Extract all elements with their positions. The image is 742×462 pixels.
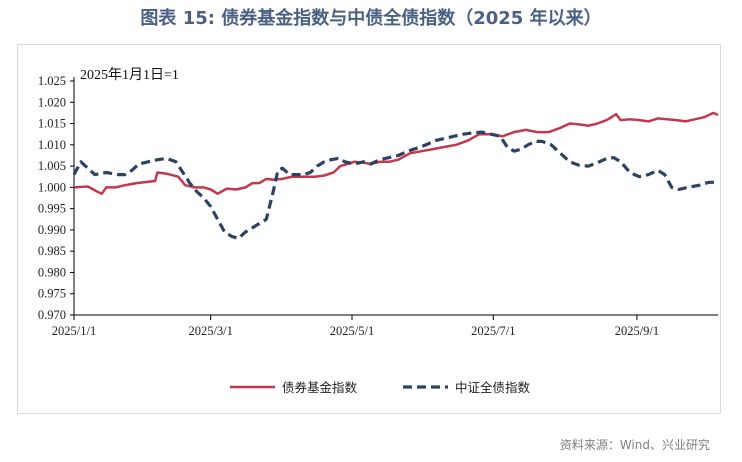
y-tick-label: 1.010 — [38, 138, 66, 152]
x-axis-ticks: 2025/1/1 2025/3/1 2025/5/1 2025/7/1 2025/9/1 — [52, 315, 659, 338]
y-tick-label: 0.980 — [38, 265, 66, 279]
y-tick-label: 1.025 — [38, 74, 66, 88]
x-tick-label: 2025/3/1 — [188, 324, 232, 338]
x-tick-label: 2025/7/1 — [471, 324, 515, 338]
series-line-1 — [73, 111, 719, 195]
y-axis-ticks: 1.025 1.020 1.015 1.010 1.005 1.000 0.995 0.990… — [38, 74, 74, 322]
y-tick-label: 0.995 — [38, 202, 66, 216]
y-tick-label: 0.970 — [38, 308, 66, 322]
y-tick-label: 1.020 — [38, 95, 66, 109]
y-tick-label: 1.005 — [38, 159, 66, 173]
series-lines — [72, 111, 719, 240]
chart-annotation: 2025年1月1日=1 — [80, 67, 179, 83]
x-tick-label: 2025/1/1 — [52, 324, 96, 338]
chart-frame — [17, 44, 721, 414]
x-tick-label: 2025/5/1 — [330, 324, 374, 338]
y-tick-label: 1.015 — [38, 117, 66, 131]
chart-title: 图表 15: 债券基金指数与中债全债指数（2025 年以来） — [140, 8, 602, 29]
y-tick-label: 0.975 — [38, 287, 66, 301]
chart-legend: 债券基金指数 中证全债指数 — [230, 380, 531, 395]
x-tick-label: 2025/9/1 — [615, 324, 659, 338]
source-note: 资料来源：Wind、兴业研究 — [559, 438, 710, 452]
y-tick-label: 0.990 — [38, 223, 66, 237]
y-tick-label: 1.000 — [38, 180, 66, 194]
series-line-2 — [72, 130, 718, 240]
chart-axes — [73, 77, 718, 316]
legend-label-2: 中证全债指数 — [455, 380, 531, 395]
y-tick-label: 0.985 — [38, 244, 66, 258]
legend-label-1: 债券基金指数 — [282, 380, 358, 395]
